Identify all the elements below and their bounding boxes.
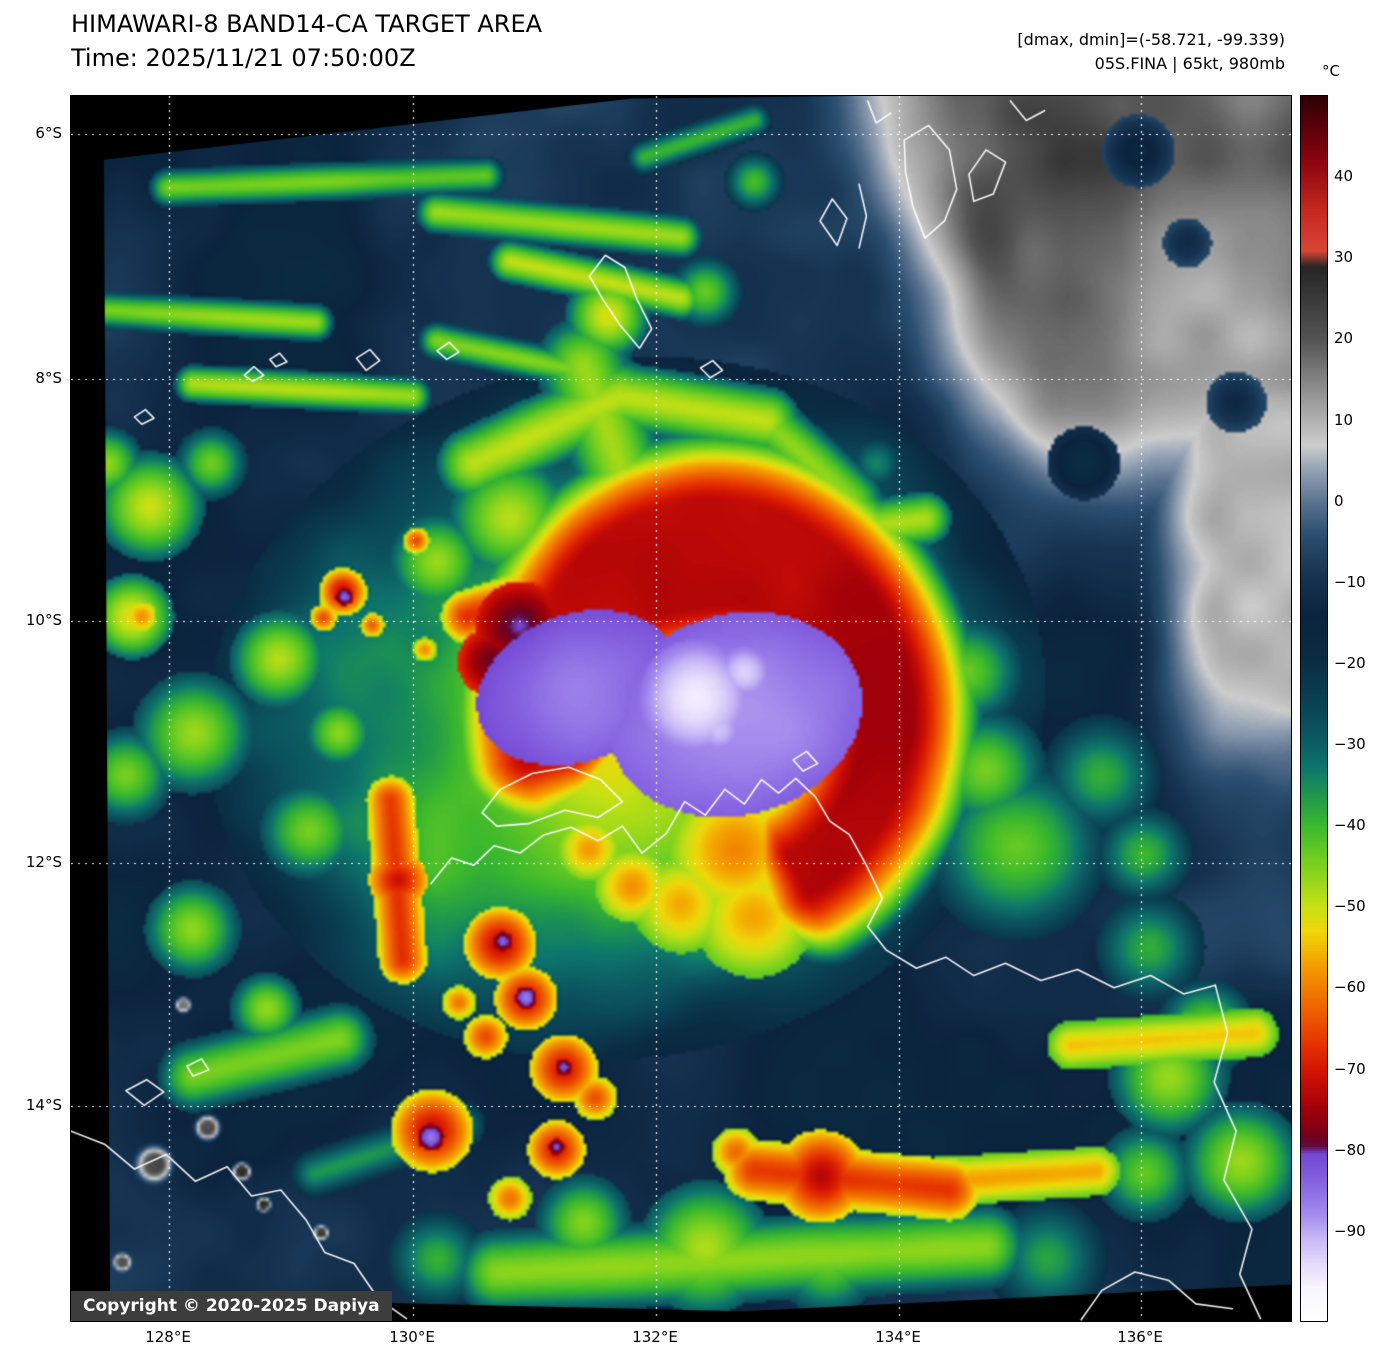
dmax-dmin-label: [dmax, dmin]=(-58.721, -99.339) <box>1017 30 1285 49</box>
colorbar-tick-label: 30 <box>1334 248 1354 267</box>
colorbar <box>1300 95 1328 1322</box>
colorbar-tick-label: 10 <box>1334 410 1354 429</box>
colorbar-tick-label: −80 <box>1334 1140 1366 1159</box>
timestamp-label: Time: 2025/11/21 07:50:00Z <box>71 44 416 72</box>
colorbar-tick-label: 0 <box>1334 491 1344 510</box>
colorbar-tick-label: 40 <box>1334 167 1354 186</box>
storm-info-label: 05S.FINA | 65kt, 980mb <box>1094 54 1285 73</box>
colorbar-tick-label: −60 <box>1334 978 1366 997</box>
y-axis-tick-label: 12°S <box>25 853 62 871</box>
x-axis-tick-label: 130°E <box>389 1328 435 1346</box>
colorbar-gradient-canvas <box>1301 96 1327 1321</box>
x-axis-tick-label: 134°E <box>875 1328 921 1346</box>
colorbar-tick-label: −50 <box>1334 897 1366 916</box>
x-axis-tick-label: 132°E <box>632 1328 678 1346</box>
satellite-map-plot: Copyright © 2020-2025 Dapiya <box>70 95 1292 1322</box>
y-axis-tick-label: 6°S <box>35 124 62 142</box>
y-axis-tick-label: 8°S <box>35 369 62 387</box>
copyright-badge: Copyright © 2020-2025 Dapiya <box>71 1291 392 1321</box>
colorbar-unit-label: °C <box>1322 62 1340 80</box>
colorbar-tick-label: −70 <box>1334 1059 1366 1078</box>
y-axis-tick-label: 10°S <box>25 611 62 629</box>
y-axis-tick-label: 14°S <box>25 1096 62 1114</box>
colorbar-tick-label: −10 <box>1334 572 1366 591</box>
colorbar-tick-label: −20 <box>1334 653 1366 672</box>
colorbar-tick-label: −30 <box>1334 735 1366 753</box>
page-title: HIMAWARI-8 BAND14-CA TARGET AREA <box>71 10 543 38</box>
x-axis-tick-label: 136°E <box>1117 1328 1163 1346</box>
colorbar-tick-label: −40 <box>1334 816 1366 835</box>
colorbar-tick-label: 20 <box>1334 329 1354 348</box>
x-axis-tick-label: 128°E <box>145 1328 191 1346</box>
satellite-map-canvas <box>71 96 1291 1321</box>
colorbar-tick-label: −90 <box>1334 1221 1366 1240</box>
